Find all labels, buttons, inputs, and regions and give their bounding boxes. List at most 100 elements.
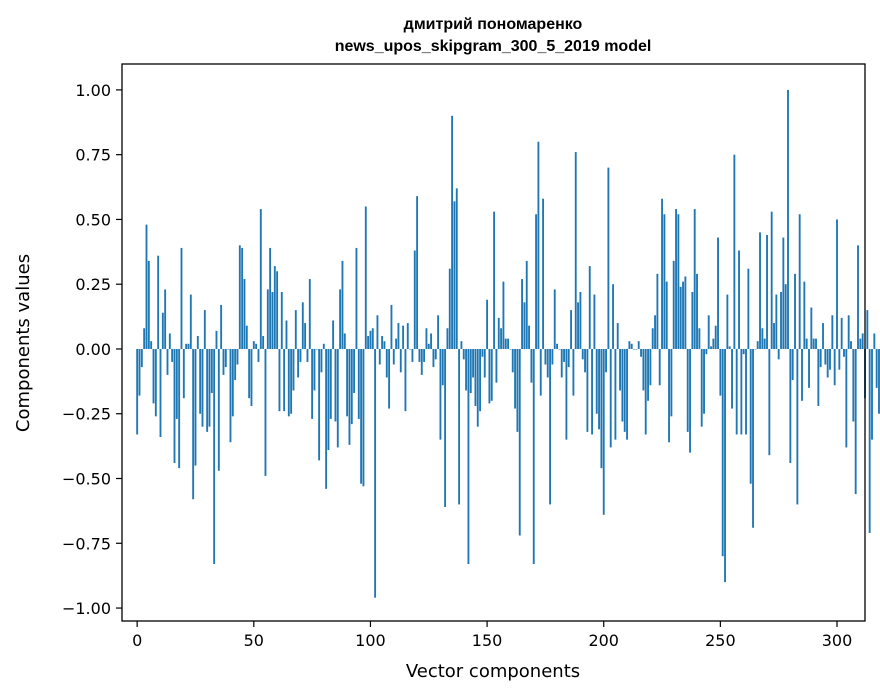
bar-278 — [784, 284, 787, 349]
bar-116 — [406, 323, 409, 349]
bar-282 — [794, 273, 796, 349]
bar-193 — [586, 348, 589, 432]
bar-36 — [220, 304, 223, 349]
bar-136 — [453, 201, 456, 349]
bar-210 — [626, 348, 628, 440]
bar-124 — [425, 328, 428, 349]
bar-120 — [416, 196, 419, 349]
bar-285 — [801, 348, 803, 401]
x-tick-label: 0 — [132, 631, 142, 650]
bar-141 — [465, 348, 468, 391]
bar-133 — [446, 328, 449, 349]
bar-216 — [640, 348, 642, 357]
bar-169 — [530, 348, 533, 383]
bar-77 — [315, 348, 318, 350]
bar-88 — [341, 260, 344, 349]
bar-162 — [514, 348, 517, 409]
bar-248 — [714, 325, 717, 349]
x-tick-label: 150 — [472, 631, 503, 650]
bar-173 — [539, 348, 542, 396]
bar-224 — [658, 348, 661, 386]
bar-59 — [273, 266, 276, 349]
bar-26 — [196, 336, 199, 349]
bar-171 — [535, 214, 538, 349]
bar-188 — [574, 152, 577, 349]
bar-91 — [348, 348, 351, 445]
bar-236 — [686, 348, 689, 432]
bar-144 — [472, 348, 475, 378]
bar-0 — [136, 348, 139, 435]
bar-190 — [579, 291, 582, 349]
bar-291 — [815, 338, 817, 349]
bar-150 — [486, 299, 489, 349]
bar-227 — [665, 281, 668, 349]
bar-137 — [455, 188, 458, 349]
bar-244 — [705, 348, 708, 355]
bar-243 — [703, 348, 705, 414]
y-axis-label: Components values — [13, 254, 34, 432]
bar-135 — [451, 115, 454, 349]
bar-260 — [742, 348, 745, 355]
bar-126 — [430, 333, 433, 349]
bar-138 — [458, 348, 461, 505]
bar-164 — [518, 348, 521, 536]
bar-293 — [819, 348, 822, 368]
bar-186 — [570, 310, 572, 349]
bar-195 — [591, 348, 593, 435]
bar-12 — [164, 289, 167, 349]
bar-301 — [838, 348, 841, 370]
bar-109 — [390, 304, 393, 349]
bar-196 — [593, 294, 596, 349]
bar-233 — [679, 286, 682, 349]
bar-209 — [623, 348, 626, 432]
bar-258 — [738, 250, 740, 349]
bar-318 — [878, 348, 880, 414]
bar-23 — [189, 294, 192, 349]
bar-47 — [245, 325, 248, 349]
bar-212 — [630, 343, 633, 349]
bar-98 — [364, 206, 367, 349]
bar-68 — [294, 310, 297, 349]
bar-128 — [434, 348, 437, 360]
bar-240 — [696, 273, 698, 349]
bar-73 — [306, 348, 309, 362]
bar-30 — [206, 348, 209, 432]
bar-43 — [236, 348, 239, 365]
bar-3 — [143, 328, 146, 349]
bar-155 — [497, 317, 500, 349]
bar-184 — [565, 348, 568, 440]
bar-37 — [222, 348, 225, 375]
bar-130 — [439, 348, 442, 440]
bar-78 — [318, 348, 321, 461]
bar-192 — [584, 348, 586, 373]
bar-143 — [469, 348, 472, 394]
bar-307 — [852, 348, 855, 422]
bar-51 — [255, 343, 258, 349]
bar-31 — [208, 348, 211, 427]
bar-99 — [367, 336, 370, 349]
bar-313 — [866, 310, 869, 349]
bar-72 — [304, 323, 307, 349]
bar-101 — [371, 328, 374, 349]
bar-191 — [581, 348, 584, 360]
bar-24 — [192, 348, 195, 500]
y-tick-label: −0.25 — [62, 405, 111, 424]
bar-76 — [313, 348, 316, 391]
bar-156 — [500, 328, 503, 349]
bar-110 — [392, 348, 395, 365]
bar-198 — [598, 348, 600, 430]
bar-271 — [768, 348, 771, 456]
bar-259 — [740, 348, 743, 435]
bar-317 — [875, 348, 878, 388]
bar-292 — [817, 348, 820, 406]
bar-69 — [297, 348, 300, 378]
bar-180 — [556, 343, 559, 349]
bar-45 — [241, 247, 244, 349]
bar-95 — [357, 348, 360, 419]
bar-61 — [278, 348, 281, 412]
bar-268 — [761, 328, 764, 349]
bar-64 — [285, 320, 288, 349]
bar-146 — [476, 348, 479, 427]
bar-159 — [507, 338, 510, 349]
bar-58 — [271, 291, 274, 349]
